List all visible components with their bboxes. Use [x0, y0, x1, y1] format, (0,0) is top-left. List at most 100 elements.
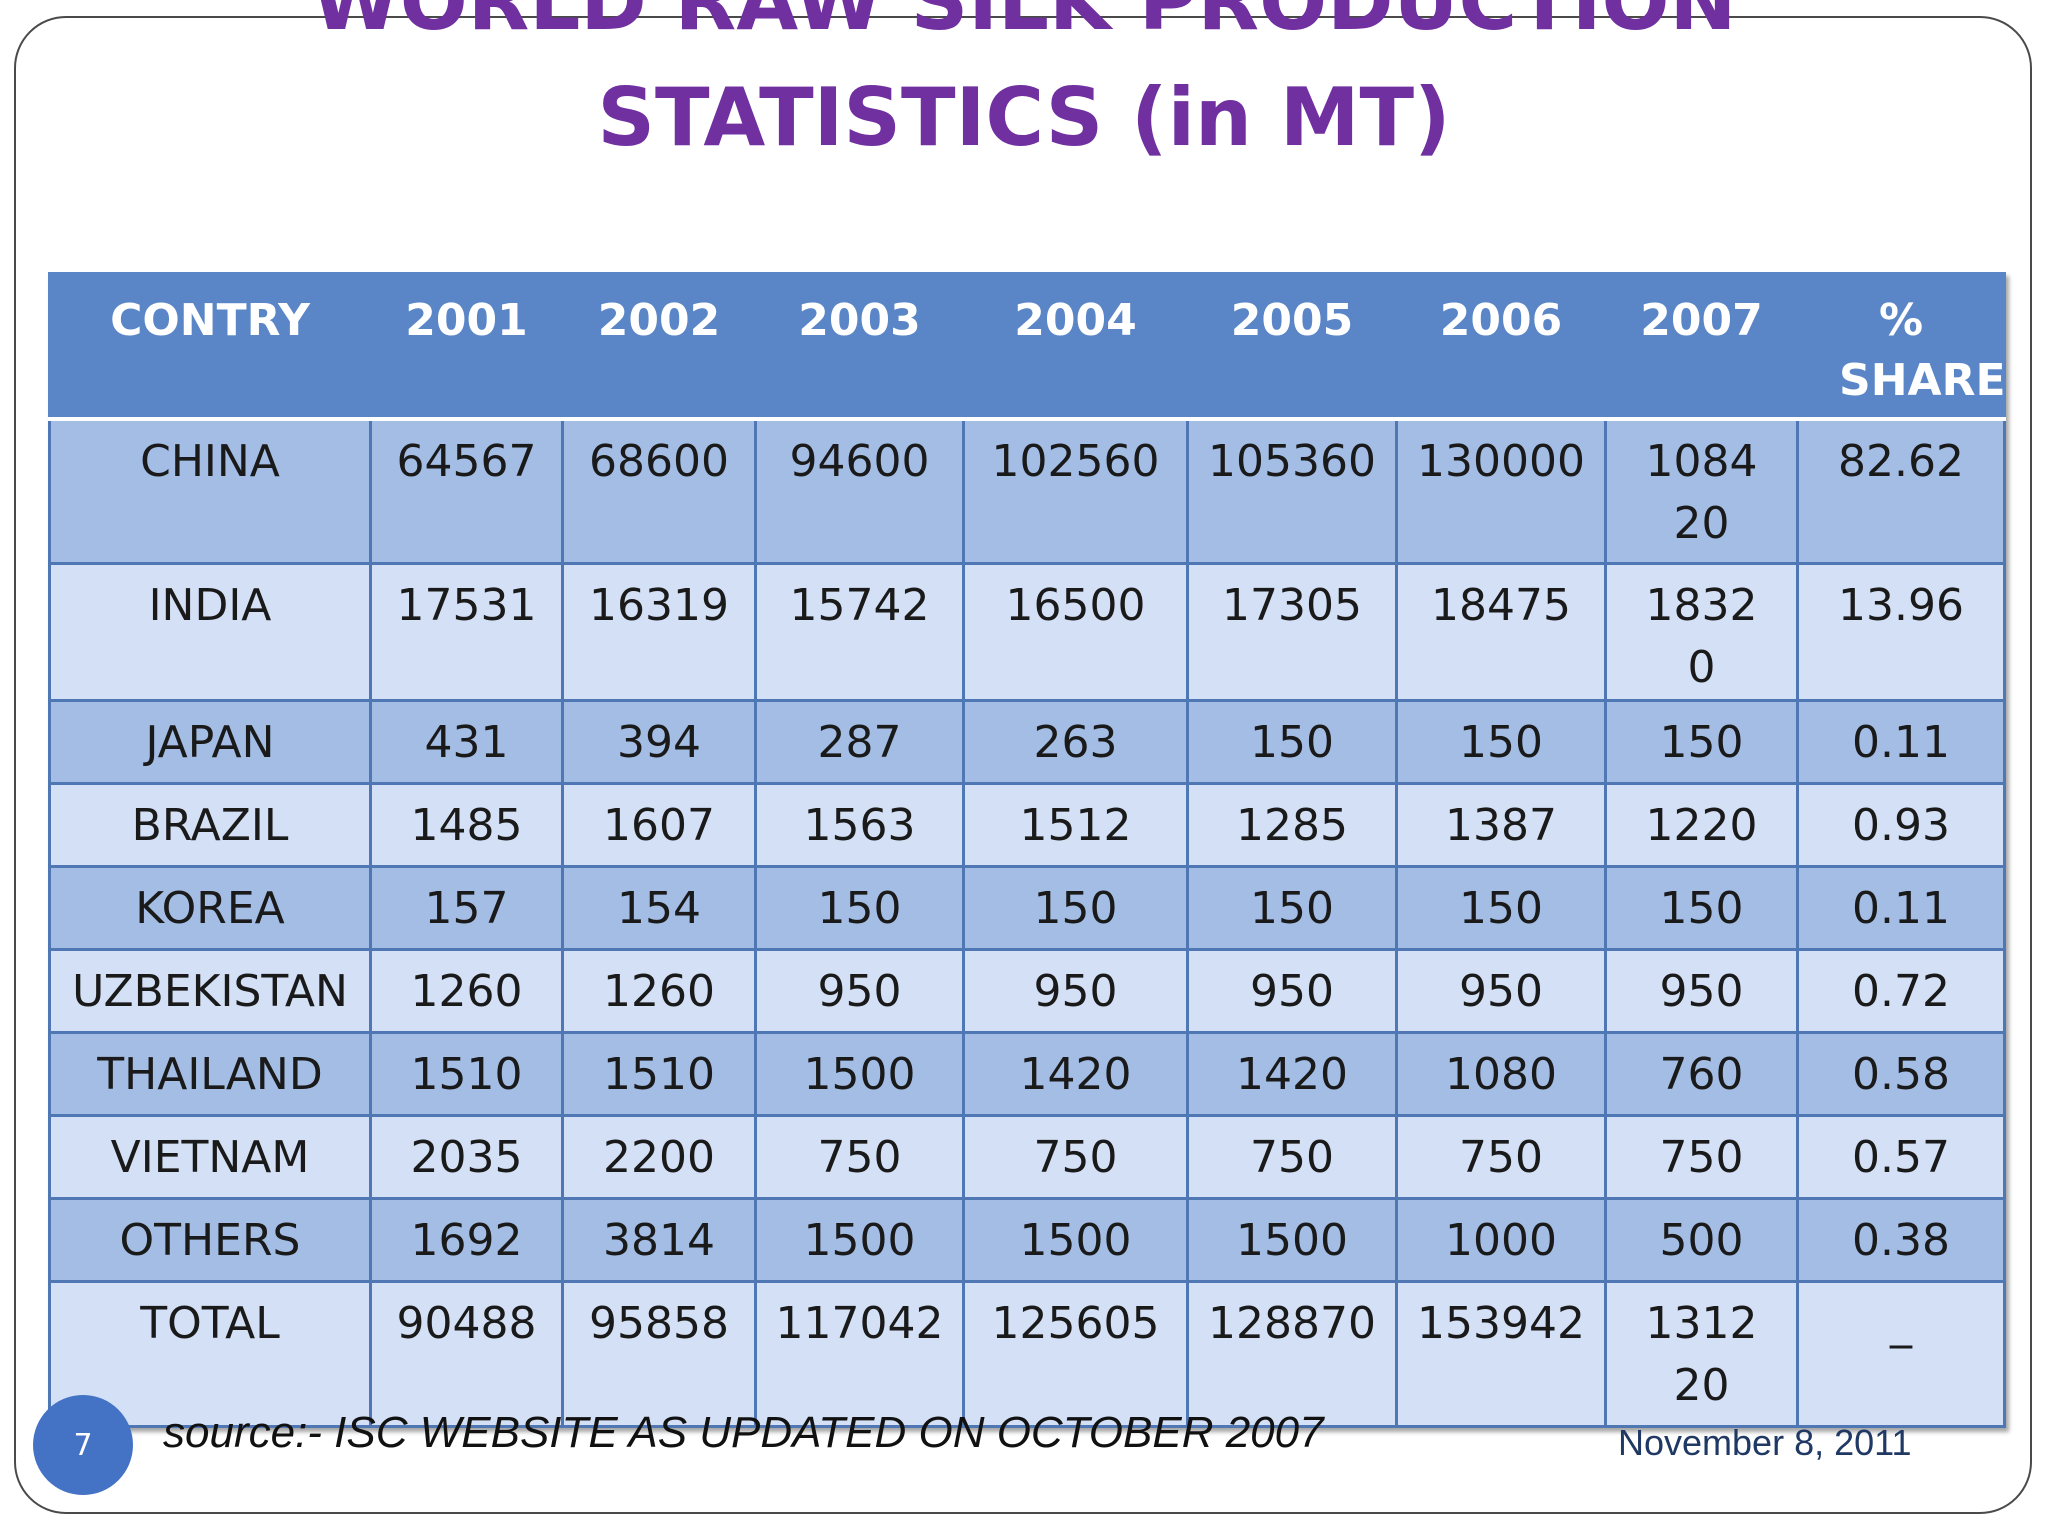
slide-title-line-1: WORLD RAW SILK PRODUCTION: [311, 0, 1737, 48]
table-row: JAPAN 431 394 287 263 150 150 150 0.11: [48, 699, 2006, 785]
country-cell: CHINA: [48, 417, 372, 565]
value-cell: 431: [369, 699, 564, 785]
country-cell: KOREA: [48, 865, 372, 951]
column-header: 2002: [561, 272, 757, 421]
slide-frame: [14, 16, 2032, 1514]
column-header: 2006: [1395, 272, 1607, 421]
value-cell: 1285: [1186, 782, 1398, 868]
value-cell: 105360: [1186, 417, 1398, 565]
value-cell: 0.11: [1796, 699, 2006, 785]
value-cell: 0.38: [1796, 1197, 2006, 1283]
value-cell: 950: [754, 948, 965, 1034]
value-cell: 1220: [1604, 782, 1799, 868]
source-note: source:- ISC WEBSITE AS UPDATED ON OCTOB…: [163, 1408, 1324, 1457]
slide-date: November 8, 2011: [1618, 1422, 1912, 1463]
column-header: 2005: [1186, 272, 1398, 421]
value-cell: 1485: [369, 782, 564, 868]
silk-production-table: CONTRY 2001 2002 2003 2004 2005 2006 200…: [48, 272, 2006, 1428]
value-cell: 750: [962, 1114, 1189, 1200]
value-cell: 750: [754, 1114, 965, 1200]
value-cell: 287: [754, 699, 965, 785]
value-cell: 102560: [962, 417, 1189, 565]
value-cell: 150: [1395, 865, 1607, 951]
value-cell: 18475: [1395, 562, 1607, 702]
value-cell: 1563: [754, 782, 965, 868]
value-cell: 750: [1604, 1114, 1799, 1200]
value-cell: 90488: [369, 1280, 564, 1428]
value-cell: 153942: [1395, 1280, 1607, 1428]
value-cell: 125605: [962, 1280, 1189, 1428]
value-cell: 1080: [1395, 1031, 1607, 1117]
value-cell: 150: [1604, 699, 1799, 785]
value-cell: 150: [962, 865, 1189, 951]
value-cell: 1420: [1186, 1031, 1398, 1117]
value-cell: 950: [1186, 948, 1398, 1034]
column-header: CONTRY: [48, 272, 372, 421]
column-header: 2007: [1604, 272, 1799, 421]
value-cell: 64567: [369, 417, 564, 565]
value-cell: 950: [1604, 948, 1799, 1034]
table-header-row: CONTRY 2001 2002 2003 2004 2005 2006 200…: [48, 272, 2006, 421]
value-cell: 150: [1186, 699, 1398, 785]
column-header: 2001: [369, 272, 564, 421]
value-cell: 18320: [1604, 562, 1799, 702]
value-cell: 750: [1186, 1114, 1398, 1200]
column-header: % SHARE: [1796, 272, 2006, 421]
value-cell: 131220: [1604, 1280, 1799, 1428]
value-cell: 2200: [561, 1114, 757, 1200]
value-cell: 108420: [1604, 417, 1799, 565]
value-cell: _: [1796, 1280, 2006, 1428]
country-cell: OTHERS: [48, 1197, 372, 1283]
value-cell: 2035: [369, 1114, 564, 1200]
value-cell: 1500: [754, 1031, 965, 1117]
value-cell: 0.57: [1796, 1114, 2006, 1200]
country-cell: INDIA: [48, 562, 372, 702]
table-row: UZBEKISTAN 1260 1260 950 950 950 950 950 0.72: [48, 948, 2006, 1034]
value-cell: 150: [1186, 865, 1398, 951]
value-cell: 15742: [754, 562, 965, 702]
column-header: 2004: [962, 272, 1189, 421]
value-cell: 1500: [1186, 1197, 1398, 1283]
value-cell: 1420: [962, 1031, 1189, 1117]
slide-title-line-2: STATISTICS (in MT): [597, 71, 1451, 164]
table-row: BRAZIL 1485 1607 1563 1512 1285 1387 1220 0.93: [48, 782, 2006, 868]
table-row: INDIA 17531 16319 15742 16500 17305 18475 18320…: [48, 562, 2006, 702]
value-cell: 950: [1395, 948, 1607, 1034]
value-cell: 128870: [1186, 1280, 1398, 1428]
value-cell: 1500: [754, 1197, 965, 1283]
column-header: 2003: [754, 272, 965, 421]
value-cell: 500: [1604, 1197, 1799, 1283]
table-row: VIETNAM 2035 2200 750 750 750 750 750 0.57: [48, 1114, 2006, 1200]
value-cell: 760: [1604, 1031, 1799, 1117]
value-cell: 3814: [561, 1197, 757, 1283]
value-cell: 95858: [561, 1280, 757, 1428]
value-cell: 154: [561, 865, 757, 951]
value-cell: 157: [369, 865, 564, 951]
value-cell: 16319: [561, 562, 757, 702]
value-cell: 1260: [369, 948, 564, 1034]
value-cell: 150: [754, 865, 965, 951]
country-cell: THAILAND: [48, 1031, 372, 1117]
value-cell: 82.62: [1796, 417, 2006, 565]
value-cell: 68600: [561, 417, 757, 565]
value-cell: 1387: [1395, 782, 1607, 868]
table-row: THAILAND 1510 1510 1500 1420 1420 1080 760 0.58: [48, 1031, 2006, 1117]
value-cell: 94600: [754, 417, 965, 565]
value-cell: 1510: [369, 1031, 564, 1117]
country-cell: BRAZIL: [48, 782, 372, 868]
country-cell: VIETNAM: [48, 1114, 372, 1200]
value-cell: 13.96: [1796, 562, 2006, 702]
value-cell: 1512: [962, 782, 1189, 868]
value-cell: 117042: [754, 1280, 965, 1428]
value-cell: 750: [1395, 1114, 1607, 1200]
value-cell: 263: [962, 699, 1189, 785]
country-cell: JAPAN: [48, 699, 372, 785]
value-cell: 1692: [369, 1197, 564, 1283]
value-cell: 150: [1395, 699, 1607, 785]
country-cell: UZBEKISTAN: [48, 948, 372, 1034]
value-cell: 1000: [1395, 1197, 1607, 1283]
value-cell: 950: [962, 948, 1189, 1034]
value-cell: 0.72: [1796, 948, 2006, 1034]
table-row: TOTAL 90488 95858 117042 125605 128870 153942 1…: [48, 1280, 2006, 1428]
value-cell: 0.93: [1796, 782, 2006, 868]
